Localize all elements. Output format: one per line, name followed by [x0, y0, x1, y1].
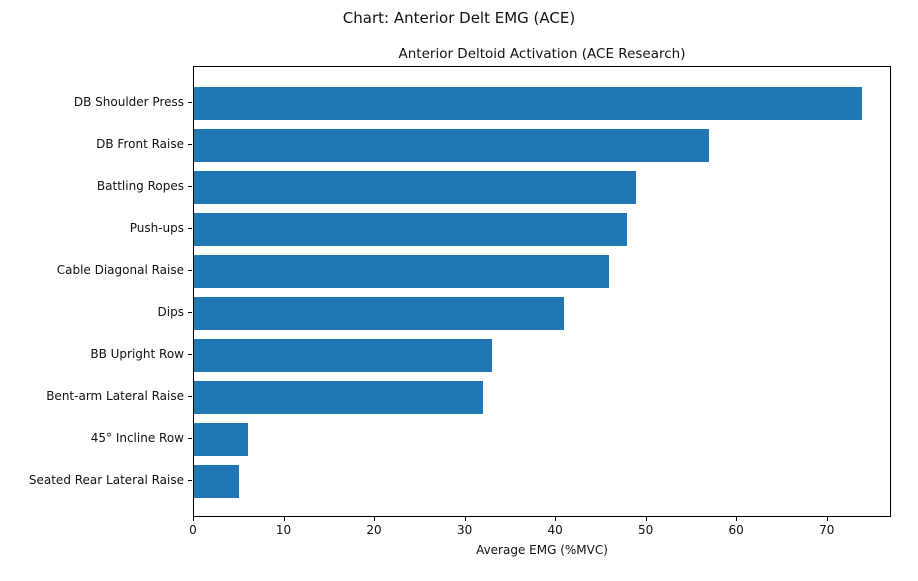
x-tick-label: 20	[366, 523, 382, 537]
x-tick-label: 60	[728, 523, 744, 537]
y-tick-mark	[188, 312, 192, 313]
bar	[194, 422, 249, 456]
y-tick-mark	[188, 144, 192, 145]
x-tick-label: 50	[638, 523, 654, 537]
y-tick-mark	[188, 186, 192, 187]
x-axis-label: Average EMG (%MVC)	[476, 543, 608, 557]
bar	[194, 170, 637, 204]
x-tick-mark	[826, 517, 828, 521]
x-tick-mark	[555, 517, 557, 521]
x-tick-label: 40	[547, 523, 563, 537]
bar	[194, 464, 240, 498]
y-tick-label: Battling Ropes	[96, 179, 184, 193]
x-tick-label: 30	[456, 523, 473, 537]
x-tick-mark	[374, 517, 376, 521]
plot-area	[193, 66, 891, 517]
x-tick-label: 70	[819, 523, 835, 537]
y-tick-mark	[188, 438, 192, 439]
y-tick-mark	[188, 228, 192, 229]
y-tick-label: Seated Rear Lateral Raise	[28, 473, 184, 487]
bar	[194, 212, 628, 246]
x-tick-mark	[736, 517, 738, 521]
figure-title: Chart: Anterior Delt EMG (ACE)	[342, 9, 576, 27]
x-tick-label: 10	[275, 523, 292, 537]
y-tick-mark	[188, 396, 192, 397]
y-tick-label: DB Shoulder Press	[73, 95, 184, 109]
x-tick-mark	[283, 517, 285, 521]
y-tick-mark	[188, 270, 192, 271]
y-tick-label: Bent-arm Lateral Raise	[46, 389, 184, 403]
x-tick-mark	[464, 517, 466, 521]
bar	[194, 380, 483, 414]
x-tick-mark	[193, 517, 194, 521]
y-tick-label: DB Front Raise	[96, 137, 184, 151]
bar	[194, 296, 565, 330]
y-tick-label: 45° Incline Row	[90, 431, 184, 445]
bar	[194, 254, 610, 288]
axes-title: Anterior Deltoid Activation (ACE Researc…	[398, 46, 686, 62]
y-tick-mark	[188, 354, 192, 355]
x-tick-mark	[645, 517, 647, 521]
bar	[194, 86, 862, 120]
x-tick-label: 0	[189, 523, 197, 537]
bar	[194, 128, 709, 162]
y-tick-label: Cable Diagonal Raise	[56, 263, 184, 277]
y-tick-label: Push-ups	[129, 221, 184, 235]
y-tick-mark	[188, 102, 192, 103]
bar	[194, 338, 492, 372]
y-tick-label: Dips	[157, 305, 184, 319]
y-tick-label: BB Upright Row	[90, 347, 184, 361]
y-tick-mark	[188, 480, 192, 481]
